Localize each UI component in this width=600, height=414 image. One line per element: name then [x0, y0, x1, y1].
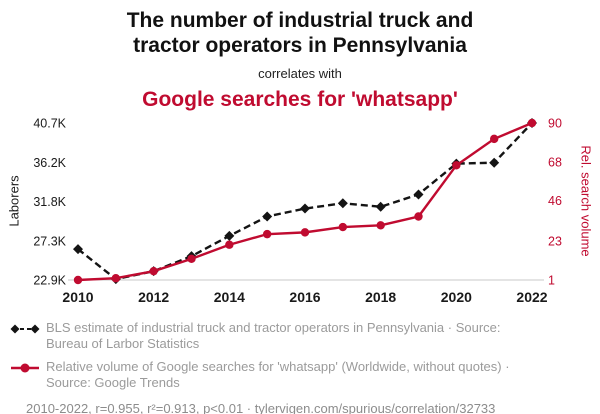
diamond-marker	[489, 157, 500, 168]
right-tick-label: 23	[548, 234, 562, 248]
chart-title-line2: tractor operators in Pennsylvania	[133, 33, 467, 57]
x-tick-label: 2016	[289, 289, 320, 305]
series-line-1	[77, 121, 533, 281]
legend-item-laborers: BLS estimate of industrial truck and tra…	[10, 320, 600, 352]
circle-marker	[262, 229, 272, 238]
right-axis-title: Rel. search volume	[578, 144, 594, 257]
legend-item-search-volume: Relative volume of Google searches for '…	[10, 359, 600, 391]
chart-header: The number of industrial truck and tract…	[0, 0, 600, 112]
chart-title: The number of industrial truck and tract…	[0, 9, 600, 59]
diamond-marker	[224, 230, 235, 241]
circle-marker	[187, 254, 196, 263]
x-tick-label: 2022	[516, 289, 547, 305]
circle-marker	[149, 266, 158, 275]
chart-area: 2010 2012 2014 2016 2018 2020 2022 22.9K 27.3K 31…	[0, 114, 600, 310]
black-series-marker-icon	[10, 324, 40, 334]
chart-legend: BLS estimate of industrial truck and tra…	[0, 310, 600, 391]
right-tick-label: 1	[548, 273, 555, 287]
left-tick-label: 36.2K	[33, 156, 66, 170]
diamond-marker	[262, 211, 273, 222]
circle-marker	[489, 134, 499, 143]
left-tick-label: 27.3K	[33, 234, 66, 248]
x-tick-label: 2020	[441, 289, 472, 305]
circle-marker	[338, 222, 348, 231]
diamond-marker	[413, 188, 424, 199]
red-series-marker-icon	[11, 363, 39, 373]
right-tick-label: 68	[548, 155, 562, 169]
right-tick-label: 90	[548, 116, 562, 130]
chart-title-line1: The number of industrial truck and	[126, 9, 474, 32]
diamond-marker	[300, 203, 310, 214]
x-tick-label: 2012	[138, 289, 169, 305]
series-line-0	[77, 121, 533, 280]
x-tick-label: 2018	[365, 289, 396, 305]
circle-marker	[111, 273, 121, 282]
circle-marker	[376, 220, 385, 230]
circle-marker	[452, 160, 461, 170]
footer-stats: 2010-2022, r=0.955, r²=0.913, p<0.01 · t…	[26, 400, 496, 414]
left-tick-label: 40.7K	[33, 116, 66, 130]
circle-marker	[527, 118, 537, 127]
diamond-marker	[375, 201, 386, 212]
circle-marker	[414, 211, 423, 221]
circle-marker	[73, 275, 83, 284]
legend-item-label: Relative volume of Google searches for '…	[46, 358, 510, 390]
left-axis-title: Laborers	[6, 174, 22, 227]
left-tick-label: 22.9K	[33, 273, 66, 287]
diamond-marker	[73, 243, 83, 254]
right-tick-label: 46	[548, 194, 562, 208]
left-tick-label: 31.8K	[33, 195, 66, 209]
legend-item-label: BLS estimate of industrial truck and tra…	[46, 319, 501, 351]
circle-marker	[225, 240, 234, 249]
x-tick-label: 2010	[62, 289, 93, 305]
plot-svg: 2010 2012 2014 2016 2018 2020 2022 22.9K 27.3K 31…	[33, 116, 562, 305]
correlates-with-text: correlates with	[258, 65, 342, 81]
x-tick-label: 2014	[214, 289, 245, 305]
diamond-marker	[337, 197, 348, 208]
circle-marker	[300, 227, 310, 237]
red-subtitle: Google searches for 'whatsapp'	[142, 87, 458, 111]
